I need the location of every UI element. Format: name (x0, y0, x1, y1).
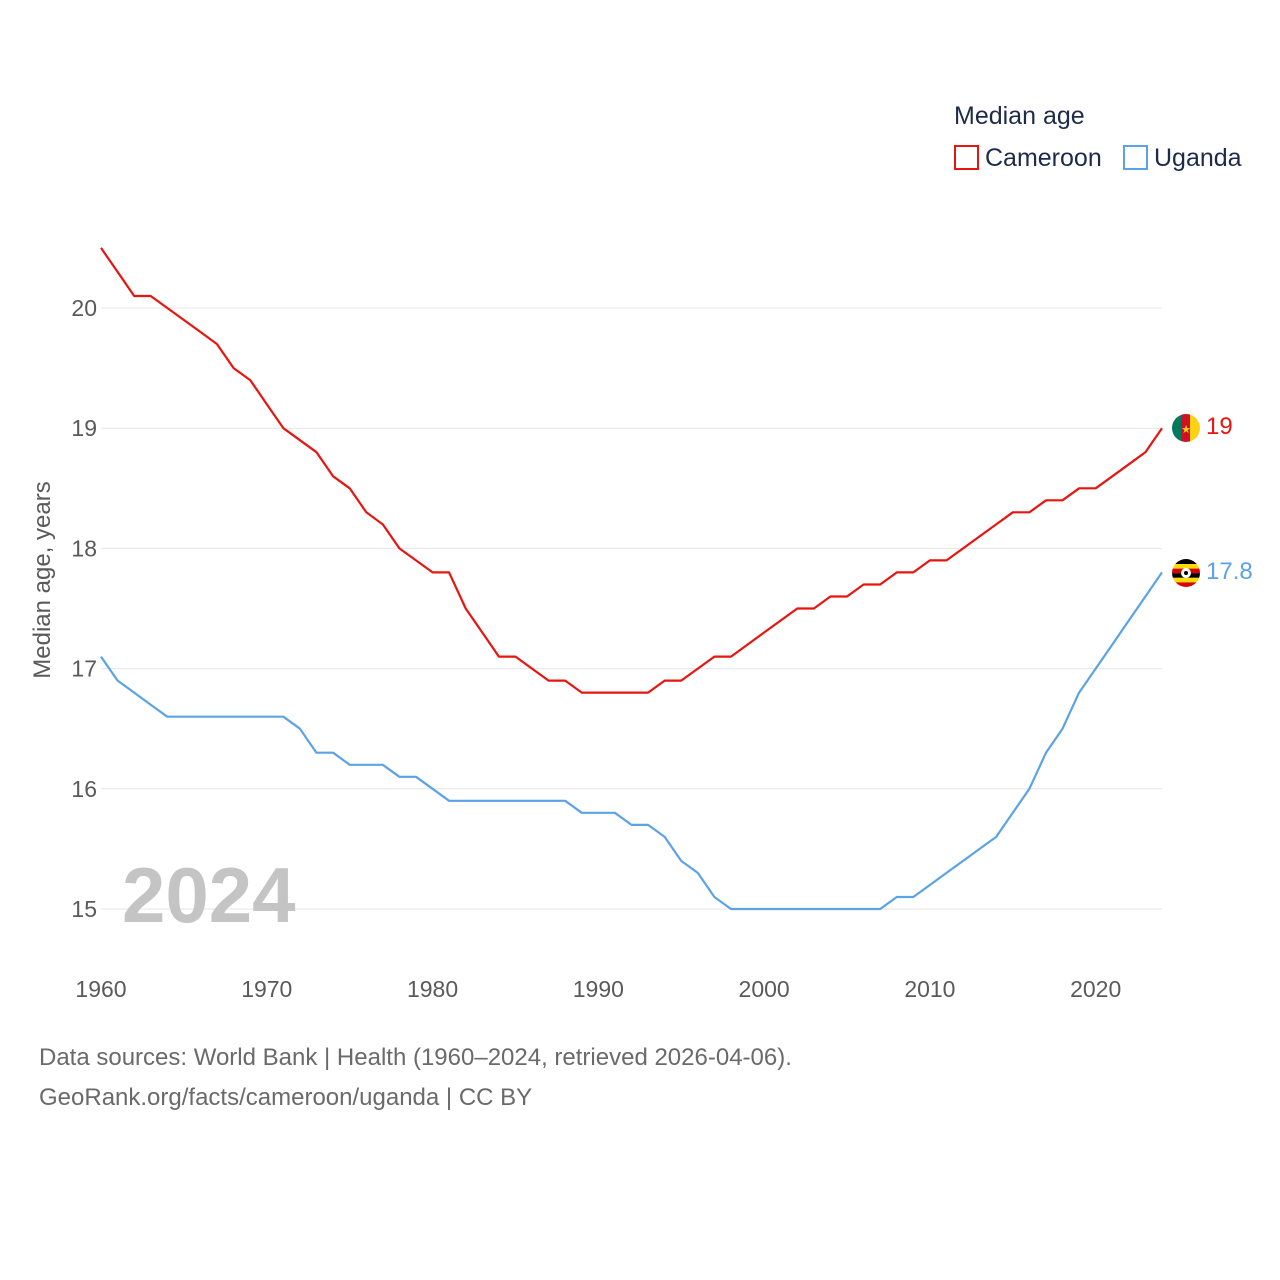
y-tick-label: 15 (71, 896, 97, 922)
legend-label-cameroon: Cameroon (985, 144, 1102, 172)
legend-swatch-cameroon (954, 145, 979, 170)
end-value-uganda: 17.8 (1206, 558, 1253, 585)
attribution-link[interactable]: GeoRank.org/facts/cameroon/uganda | CC B… (39, 1084, 533, 1111)
legend-item-uganda[interactable]: Uganda (1123, 144, 1242, 172)
uganda-flag-icon (1172, 559, 1200, 587)
line-chart: Median age Cameroon Uganda Median age, y… (29, 102, 1253, 1002)
legend-swatch-uganda (1123, 145, 1148, 170)
y-tick-label: 20 (71, 295, 97, 321)
y-axis-label: Median age, years (29, 481, 56, 678)
legend-label-uganda: Uganda (1154, 144, 1242, 172)
x-axis-ticks: 1960 1970 1980 1990 2000 2010 2020 (75, 976, 1121, 1002)
x-tick-label: 1990 (573, 976, 624, 1002)
series-lines (100, 247, 1163, 911)
data-sources-note: Data sources: World Bank | Health (1960–… (39, 1044, 792, 1071)
x-tick-label: 1980 (407, 976, 458, 1002)
series-line-cameroon (100, 247, 1163, 694)
x-tick-label: 2020 (1070, 976, 1121, 1002)
gridlines (101, 307, 1162, 910)
legend: Median age Cameroon Uganda (954, 102, 1242, 172)
cameroon-flag-icon: ★ (1172, 414, 1200, 442)
legend-title: Median age (954, 102, 1085, 130)
y-tick-label: 17 (71, 656, 97, 682)
svg-text:★: ★ (1181, 424, 1191, 436)
x-tick-label: 1970 (241, 976, 292, 1002)
year-display: 2024 (122, 851, 296, 939)
y-axis-ticks: 15 16 17 18 19 20 (71, 295, 97, 922)
y-tick-label: 16 (71, 776, 97, 802)
x-tick-label: 1960 (75, 976, 126, 1002)
series-line-uganda (100, 571, 1163, 911)
end-value-cameroon: 19 (1206, 413, 1233, 440)
x-tick-label: 2010 (904, 976, 955, 1002)
y-tick-label: 18 (71, 535, 97, 561)
legend-item-cameroon[interactable]: Cameroon (954, 144, 1102, 172)
y-tick-label: 19 (71, 415, 97, 441)
x-tick-label: 2000 (739, 976, 790, 1002)
